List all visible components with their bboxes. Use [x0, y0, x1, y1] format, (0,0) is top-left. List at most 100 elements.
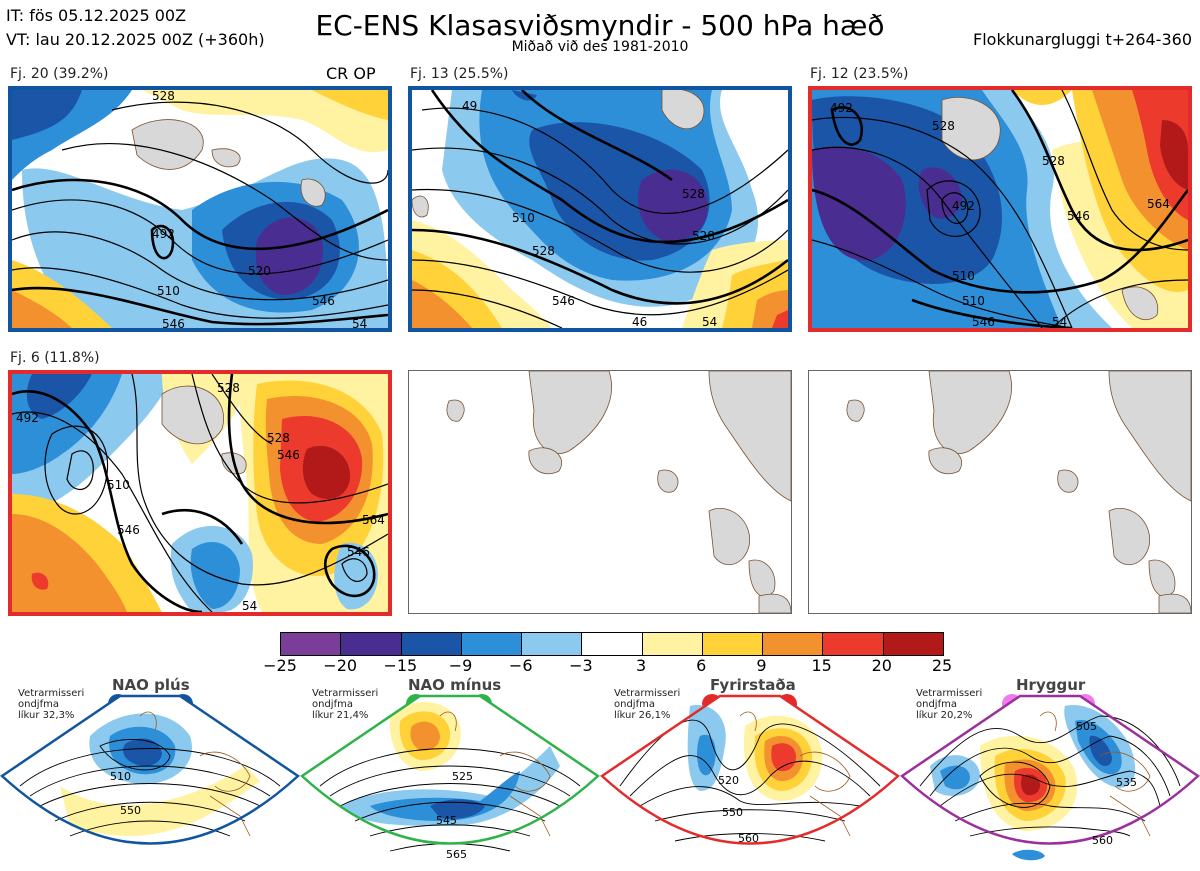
colorbar-tick-label: −3 [569, 656, 593, 675]
regime-name: NAO plús [112, 676, 190, 694]
contour-label: 565 [446, 848, 467, 861]
cluster-3-map: 492 510 528 492 528 546 564 510 546 54 [808, 86, 1192, 332]
contour-label: 510 [962, 294, 985, 308]
colorbar-tick-label: 3 [635, 656, 647, 675]
colorbar-swatch [401, 633, 462, 655]
colorbar [280, 632, 944, 656]
contour-label: 560 [738, 832, 759, 845]
colorbar-tick-label: 9 [756, 656, 767, 675]
contour-label: 510 [107, 478, 130, 492]
contour-label: 54 [1052, 315, 1067, 328]
valid-time: VT: lau 20.12.2025 00Z (+360h) [6, 30, 265, 49]
contour-label: 546 [972, 315, 995, 328]
regime-stat-3: líkur 32,3% [18, 710, 75, 721]
contour-label: 46 [632, 315, 647, 328]
colorbar-swatch [823, 633, 884, 655]
empty-map-5 [408, 370, 792, 614]
contour-label: 528 [267, 431, 290, 445]
contour-label: 546 [312, 294, 335, 308]
colorbar-swatch [883, 633, 943, 655]
colorbar-swatch [763, 633, 824, 655]
colorbar-swatch [522, 633, 583, 655]
contour-label: 492 [16, 411, 39, 425]
contour-label: 54 [242, 599, 257, 612]
contour-label: 550 [120, 804, 141, 817]
regime-stat-1: Vetrarmisseri [916, 688, 983, 699]
regime-blocking: Vetrarmisseri ondjfma líkur 26,1% Fyrirs… [600, 676, 900, 871]
contour-label: 564 [362, 513, 385, 527]
regime-name: NAO mínus [408, 676, 502, 694]
contour-label: 550 [722, 806, 743, 819]
contour-label: 510 [110, 770, 131, 783]
contour-label: 525 [452, 770, 473, 783]
contour-label: 564 [1147, 197, 1170, 211]
colorbar-tick-label: −6 [508, 656, 533, 675]
regime-stat-1: Vetrarmisseri [18, 688, 85, 699]
contour-label: 492 [952, 199, 975, 213]
contour-label: 54 [702, 315, 717, 328]
contour-label: 49 [462, 99, 477, 113]
regime-stat-2: ondjfma [614, 699, 655, 710]
colorbar-swatch [281, 633, 342, 655]
cluster-4-label: Fj. 6 (11.8%) [10, 350, 100, 366]
colorbar-tick-label: 20 [871, 656, 892, 675]
contour-label: 560 [1092, 834, 1113, 847]
regime-name: Hryggur [1016, 676, 1086, 694]
regime-row: Vetrarmisseri ondjfma líkur 32,3% NAO pl… [0, 676, 1200, 871]
colorbar-ticks: −25 −20 −15 −9 −6 −3 3 6 9 15 20 25 [0, 656, 1200, 676]
contour-label: 546 [277, 448, 300, 462]
contour-label: 535 [1116, 776, 1137, 789]
colorbar-tick-label: 25 [931, 656, 953, 675]
classification-window: Flokkunargluggi t+264-360 [973, 30, 1192, 49]
colorbar-tick-label: 6 [696, 656, 707, 675]
cluster-1-extra: CR OP [326, 64, 376, 83]
colorbar-swatch [582, 633, 643, 655]
colorbar-tick-label: −25 [263, 656, 297, 675]
cluster-2-label: Fj. 13 (25.5%) [410, 66, 509, 82]
regime-stat-1: Vetrarmisseri [614, 688, 681, 699]
page-subtitle: Miðað við des 1981-2010 [511, 39, 689, 55]
contour-label: 505 [1076, 720, 1097, 733]
regime-ridge: Vetrarmisseri ondjfma líkur 20,2% Hryggu… [900, 676, 1200, 871]
contour-label: 528 [692, 229, 715, 243]
cluster-2-map: 49 510 528 528 546 528 46 54 [408, 86, 792, 332]
colorbar-tick-label: 15 [811, 656, 832, 675]
regime-stat-3: líkur 21,4% [312, 710, 369, 721]
regime-stat-3: líkur 26,1% [614, 710, 671, 721]
contour-label: 492 [152, 227, 175, 241]
cluster-1-label: Fj. 20 (39.2%) [10, 66, 109, 82]
contour-label: 528 [532, 244, 555, 258]
contour-label: 528 [217, 381, 240, 395]
contour-label: 520 [718, 774, 739, 787]
contour-label: 528 [1042, 154, 1065, 168]
colorbar-tick-label: −9 [448, 656, 473, 675]
colorbar-tick-label: −20 [323, 656, 358, 675]
regime-stat-3: líkur 20,2% [916, 710, 973, 721]
contour-label: 54 [352, 317, 367, 328]
page-title: EC-ENS Klasasviðsmyndir - 500 hPa hæð [315, 9, 885, 42]
regime-stat-2: ondjfma [18, 699, 59, 710]
regime-nao-plus: Vetrarmisseri ondjfma líkur 32,3% NAO pl… [0, 676, 300, 871]
colorbar-swatch [702, 633, 764, 655]
regime-stat-2: ondjfma [312, 699, 353, 710]
contour-label: 546 [1067, 209, 1090, 223]
contour-label: 528 [932, 119, 955, 133]
empty-map-6 [808, 370, 1192, 614]
regime-stat-2: ondjfma [916, 699, 957, 710]
contour-label: 546 [552, 294, 575, 308]
initial-time: IT: fös 05.12.2025 00Z [6, 6, 187, 25]
contour-label: 510 [952, 269, 975, 283]
contour-label: 546 [347, 545, 370, 559]
contour-label: 492 [830, 101, 853, 115]
contour-label: 528 [682, 187, 705, 201]
contour-label: 545 [436, 814, 457, 827]
contour-label: 546 [162, 317, 185, 328]
colorbar-tick-label: −15 [383, 656, 418, 675]
cluster-1-map: 492 546 510 528 520 546 54 [8, 86, 392, 332]
contour-label: 510 [157, 284, 180, 298]
colorbar-swatch [642, 633, 703, 655]
cluster-4-map: 492 510 528 546 528 546 564 546 54 [8, 370, 392, 616]
regime-stat-1: Vetrarmisseri [312, 688, 379, 699]
regime-name: Fyrirstaða [710, 676, 796, 694]
regime-nao-minus: Vetrarmisseri ondjfma líkur 21,4% NAO mí… [300, 676, 600, 871]
